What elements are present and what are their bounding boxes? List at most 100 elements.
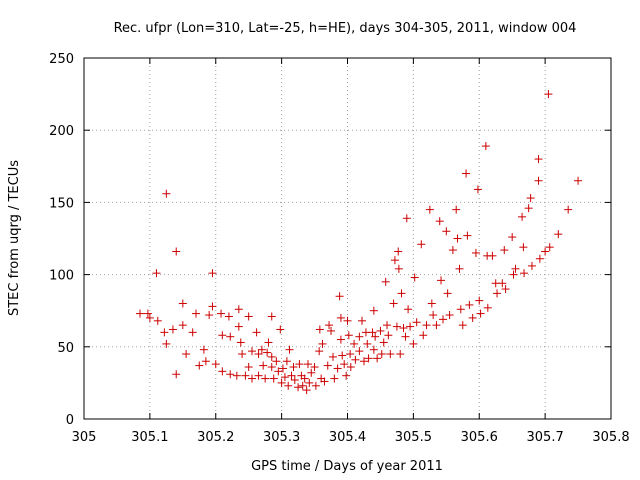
data-point [278,364,287,373]
data-point [333,364,342,373]
data-point [280,373,289,382]
data-point [541,247,550,256]
data-point [554,230,563,239]
data-point [481,142,490,151]
y-tick-label: 0 [66,413,74,428]
data-point [473,185,482,194]
data-point [160,328,169,337]
data-point [305,378,314,387]
data-point [211,360,220,369]
y-tick-label: 100 [49,269,74,284]
data-point [172,247,181,256]
data-point [453,234,462,243]
data-point [535,254,544,263]
data-point [303,360,312,369]
data-point [463,231,472,240]
data-point [384,331,393,340]
data-point [153,316,162,325]
data-point [379,338,388,347]
data-point [285,345,294,354]
data-point [284,381,293,390]
data-point [325,321,334,330]
data-point [527,261,536,270]
data-point [276,325,285,334]
data-point [475,296,484,305]
data-point [241,371,250,380]
data-point [534,155,543,164]
data-point [357,316,366,325]
data-point [145,313,154,322]
data-point [217,309,226,318]
data-point [267,363,276,372]
data-point [205,311,214,320]
data-point [336,313,345,322]
data-point [244,363,253,372]
data-point [501,285,510,294]
data-point [247,347,256,356]
data-point [498,279,507,288]
grid-lines [84,58,611,419]
data-point [315,325,324,334]
data-point [298,381,307,390]
data-point [445,311,454,320]
x-tick-label: 305.4 [329,430,366,445]
data-point [208,269,217,278]
data-point [493,289,502,298]
data-point [218,367,227,376]
data-point [338,351,347,360]
data-point [442,227,451,236]
data-point [254,371,263,380]
data-point [574,176,583,185]
data-point [524,204,533,213]
data-point [143,309,152,318]
data-point [267,312,276,321]
data-point [346,363,355,372]
data-point [264,338,273,347]
data-point [394,247,403,256]
data-point [320,377,329,386]
data-point [419,331,428,340]
data-point [300,374,309,383]
data-point [417,240,426,249]
data-point [311,381,320,390]
data-point [172,370,181,379]
data-point [465,300,474,309]
data-point [520,269,529,278]
data-point [386,350,395,359]
data-point [254,350,263,359]
data-point [294,383,303,392]
data-point [392,322,401,331]
data-point [336,335,345,344]
data-point [488,251,497,260]
data-point [432,321,441,330]
data-point [448,246,457,255]
data-point [429,311,438,320]
data-point [244,312,253,321]
x-axis-label: GPS time / Days of year 2011 [251,459,443,474]
data-point [201,357,210,366]
data-point [371,332,380,341]
data-point [188,328,197,337]
data-point [343,316,352,325]
data-point [381,277,390,286]
data-point [295,360,304,369]
data-point [315,347,324,356]
data-point [236,338,245,347]
data-point [518,212,527,221]
data-point [252,328,261,337]
x-tick-label: 305 [72,430,97,445]
data-point [368,328,377,337]
data-point [224,312,233,321]
data-point [404,305,413,314]
y-axis-label: STEC from uqrg / TECUs [7,160,22,316]
data-point [471,248,480,257]
data-point [290,376,299,385]
data-point [383,321,392,330]
data-point [199,345,208,354]
data-point [340,360,349,369]
data-point [376,326,385,335]
data-point [350,339,359,348]
data-point [373,354,382,363]
data-point [396,350,405,359]
